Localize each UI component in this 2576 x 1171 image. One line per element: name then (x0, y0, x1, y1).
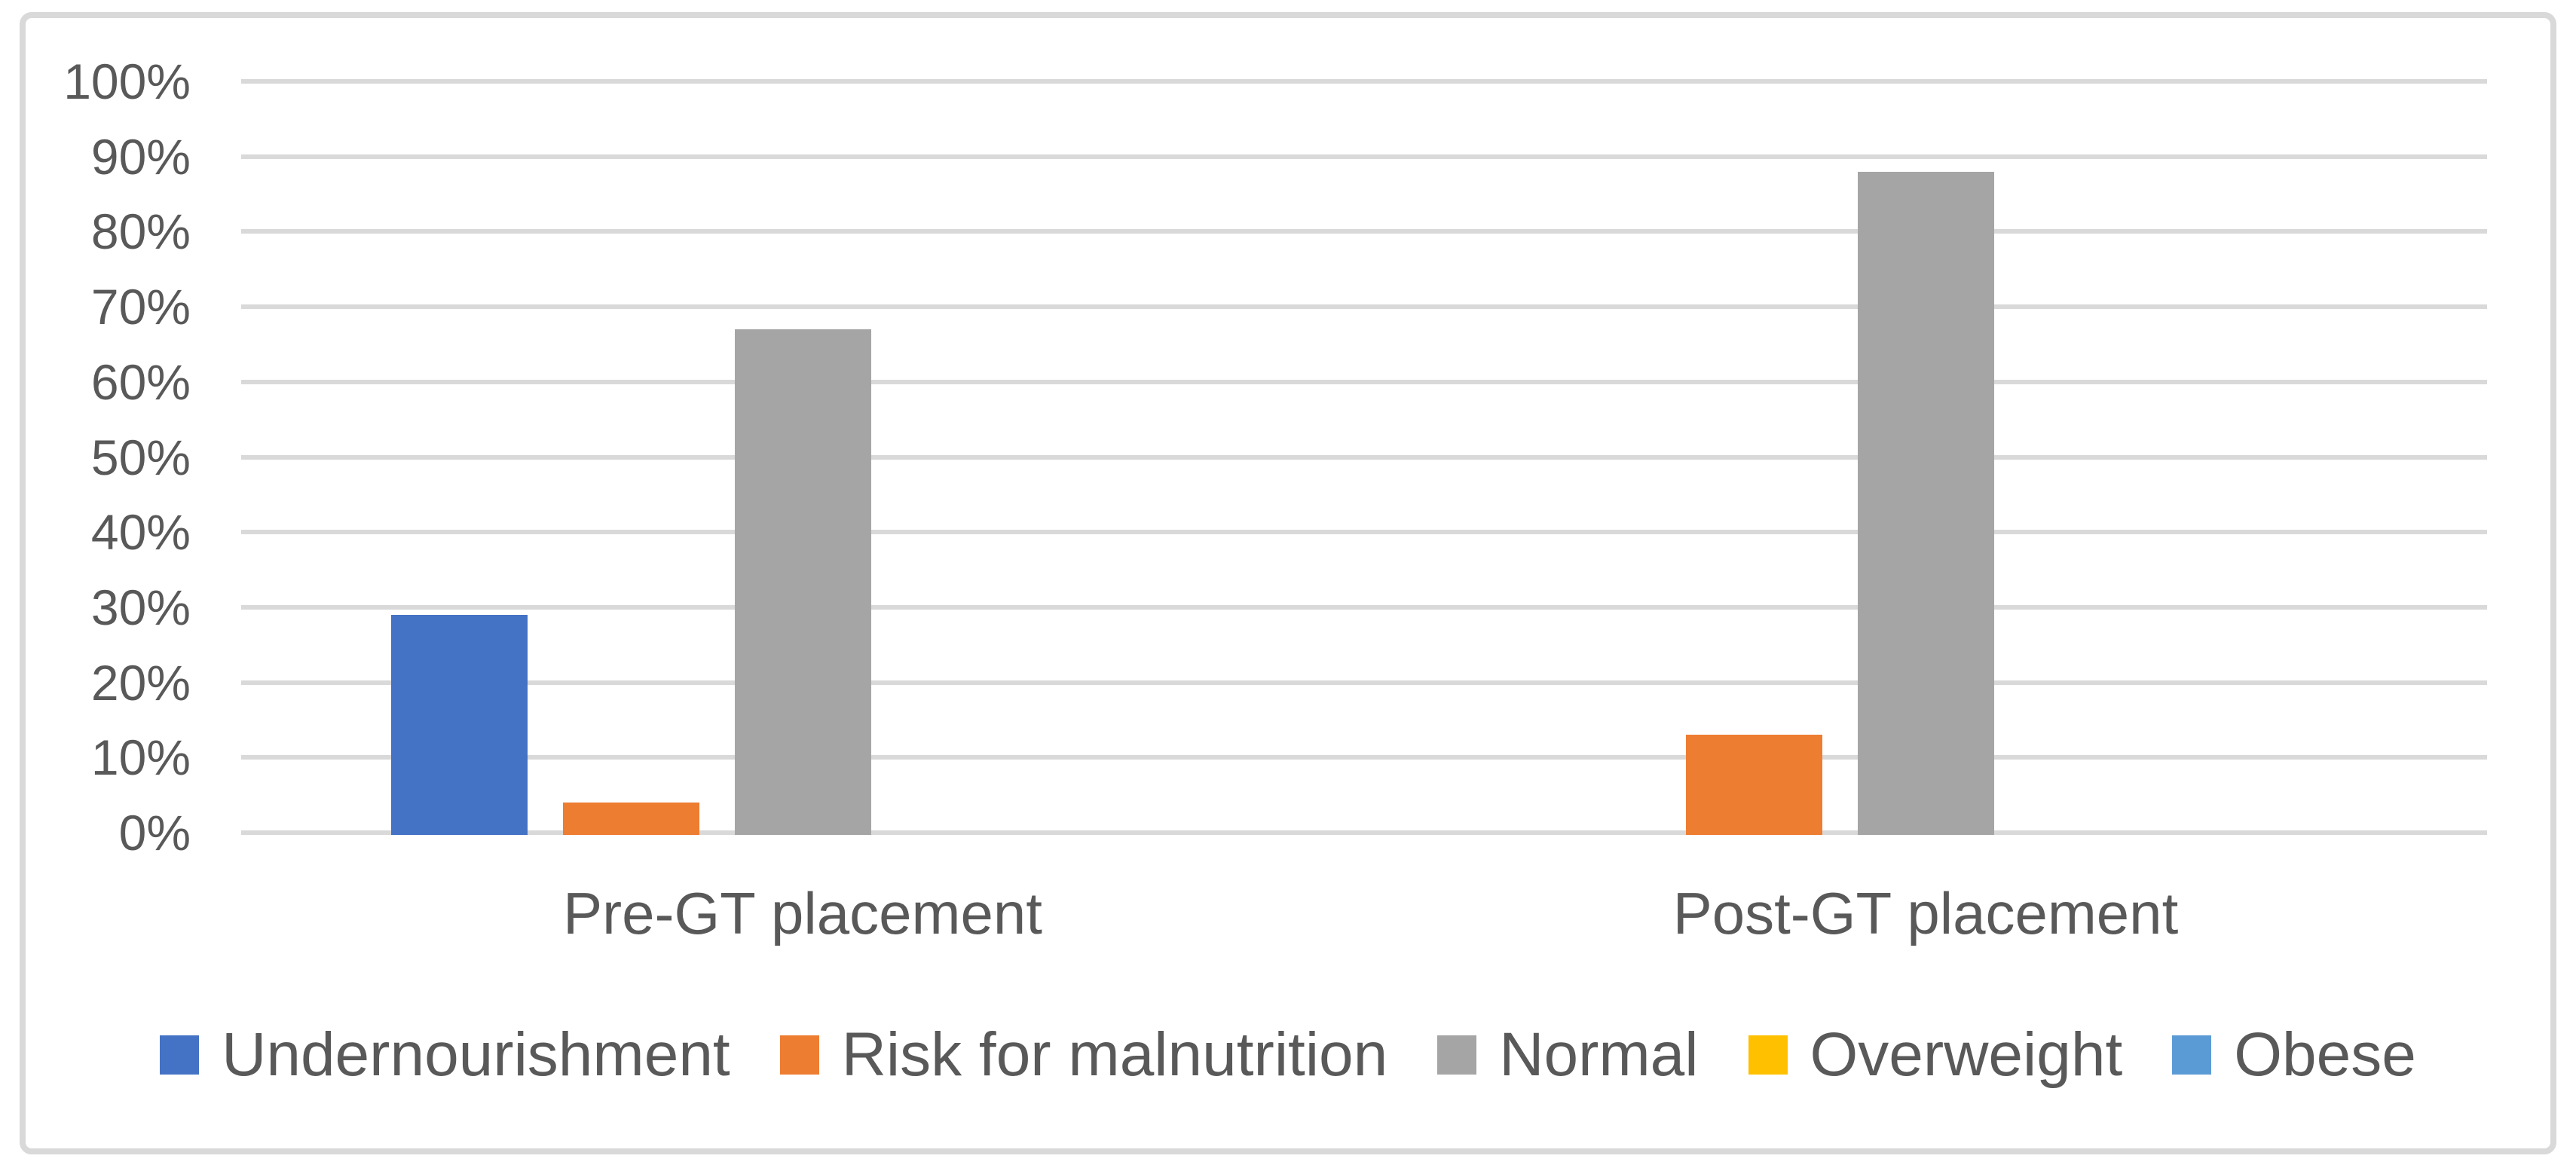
bar-undernourishment-pre-gt-placement (390, 614, 528, 835)
legend-item-overweight: Overweight (1748, 1016, 2123, 1094)
gridline-80 (241, 229, 2487, 234)
y-tick-label-80: 80% (90, 203, 191, 260)
gridline-30 (241, 604, 2487, 610)
gridline-90 (241, 154, 2487, 159)
legend-item-undernourishment: Undernourishment (160, 1016, 730, 1094)
y-tick-label-10: 10% (90, 729, 191, 786)
legend-label: Risk for malnutrition (841, 1020, 1388, 1089)
gridline-10 (241, 755, 2487, 760)
legend-swatch-icon (2172, 1035, 2212, 1075)
bar-risk-for-malnutrition-pre-gt-placement (562, 803, 699, 835)
plot-area (241, 79, 2487, 835)
legend-swatch-icon (779, 1035, 819, 1075)
bar-risk-for-malnutrition-post-gt-placement (1685, 735, 1822, 835)
gridline-100 (241, 79, 2487, 84)
legend-label: Overweight (1810, 1020, 2123, 1089)
y-tick-label-40: 40% (90, 504, 191, 561)
gridline-0 (241, 830, 2487, 835)
y-tick-label-100: 100% (63, 54, 191, 109)
legend-swatch-icon (1748, 1035, 1788, 1075)
bar-normal-post-gt-placement (1857, 171, 1994, 835)
legend-label: Obese (2234, 1020, 2416, 1089)
gridline-50 (241, 454, 2487, 460)
y-tick-label-50: 50% (90, 429, 191, 485)
y-tick-label-0: 0% (118, 805, 191, 861)
chart-legend: Undernourishment Risk for malnutrition Nor… (0, 1014, 2576, 1096)
y-tick-label-70: 70% (90, 279, 191, 335)
y-tick-label-30: 30% (90, 579, 191, 635)
gridline-20 (241, 680, 2487, 685)
y-tick-label-60: 60% (90, 353, 191, 410)
legend-item-obese: Obese (2172, 1016, 2416, 1094)
bar-normal-pre-gt-placement (734, 329, 871, 835)
chart-border-frame (20, 12, 2556, 1154)
legend-item-risk-for-malnutrition: Risk for malnutrition (779, 1016, 1388, 1094)
category-label-post-gt-placement: Post-GT placement (1672, 880, 2179, 946)
category-label-pre-gt-placement: Pre-GT placement (563, 880, 1042, 946)
legend-swatch-icon (1437, 1035, 1477, 1075)
legend-label: Normal (1499, 1020, 1699, 1089)
legend-label: Undernourishment (222, 1020, 730, 1089)
gridline-70 (241, 304, 2487, 310)
gridline-60 (241, 379, 2487, 384)
legend-item-normal: Normal (1437, 1016, 1699, 1094)
gridline-40 (241, 530, 2487, 535)
legend-swatch-icon (160, 1035, 200, 1075)
y-tick-label-90: 90% (90, 128, 191, 185)
y-tick-label-20: 20% (90, 654, 191, 711)
